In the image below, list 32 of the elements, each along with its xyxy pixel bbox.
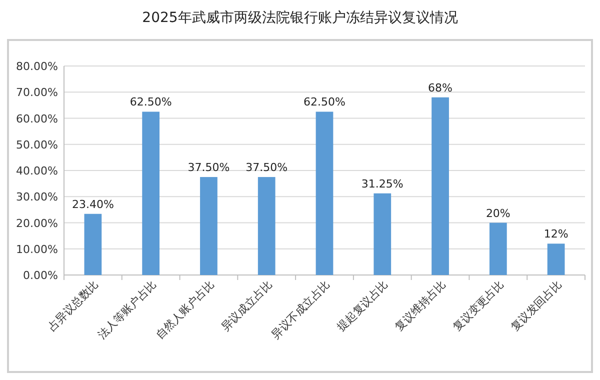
bar: [142, 112, 160, 275]
bar: [547, 244, 565, 275]
data-label: 23.40%: [72, 198, 114, 211]
bar: [374, 193, 392, 275]
x-tick-label: 复议变更占比: [450, 278, 506, 334]
data-label: 31.25%: [361, 177, 404, 190]
x-tick-label: 提起复议占比: [334, 278, 391, 334]
data-label: 20%: [486, 206, 510, 220]
data-label: 68%: [428, 81, 453, 94]
bar: [258, 177, 276, 275]
y-tick-label: 40.00%: [16, 164, 58, 178]
bar: [432, 97, 449, 275]
data-label: 37.50%: [246, 161, 288, 174]
y-tick-label: 80.00%: [16, 60, 58, 73]
bar: [84, 214, 102, 275]
y-tick-label: 10.00%: [16, 242, 58, 256]
y-tick-label: 0.00%: [23, 269, 58, 282]
data-label: 37.50%: [188, 161, 230, 174]
y-tick-label: 50.00%: [16, 138, 58, 152]
data-label: 62.50%: [304, 96, 346, 109]
y-tick-label: 70.00%: [16, 86, 58, 100]
x-tick-label: 复议发回占比: [508, 278, 564, 334]
bar: [489, 222, 507, 275]
bar: [316, 112, 334, 275]
y-tick-label: 20.00%: [16, 216, 58, 230]
bar: [200, 177, 218, 275]
data-label: 62.50%: [130, 96, 172, 109]
y-tick-label: 30.00%: [16, 190, 58, 204]
data-label: 12%: [544, 228, 568, 241]
x-tick-label: 复议维持占比: [392, 278, 448, 334]
chart-title: 2025年武威市两级法院银行账户冻结异议复议情况: [142, 10, 458, 26]
y-tick-label: 60.00%: [16, 112, 58, 126]
